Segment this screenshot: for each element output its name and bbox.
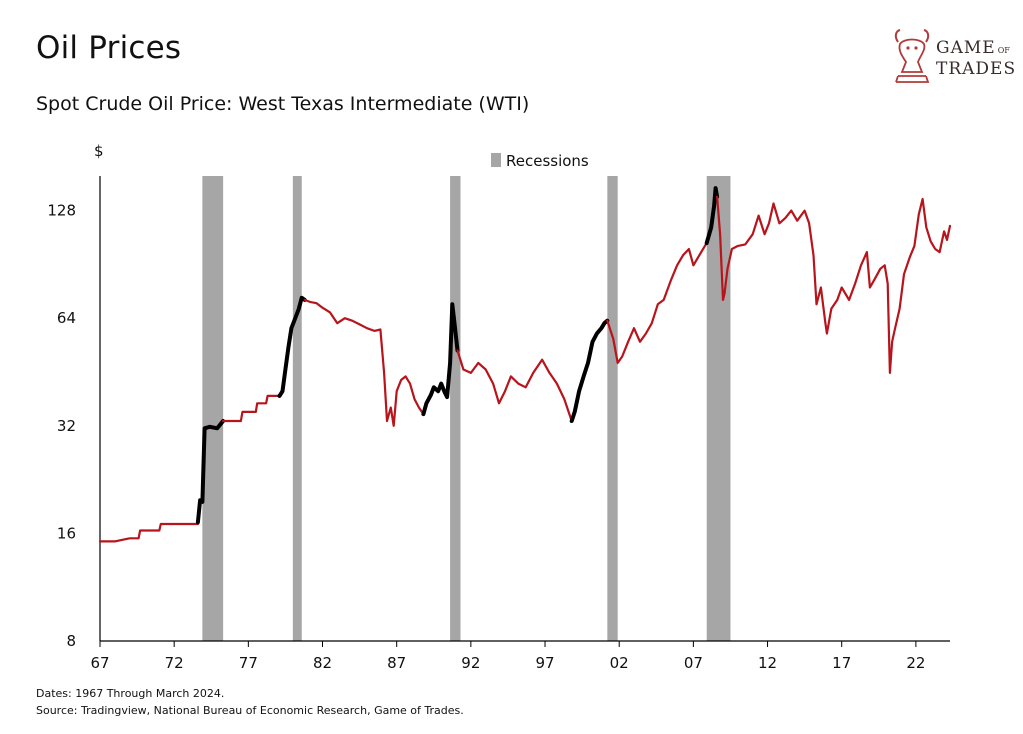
axes: 8 16 32 64 128 67 72 77 82 87 92 97 02 07 12 17 22 <box>47 176 950 672</box>
recession-band-2 <box>450 176 461 641</box>
recession-bands <box>202 176 731 641</box>
price-line-4 <box>303 298 425 427</box>
legend-recession-label: Recessions <box>506 152 589 170</box>
chart-title: Oil Prices <box>36 30 182 66</box>
y-tick-label-8: 8 <box>66 632 76 650</box>
x-tick-label-8: 07 <box>684 654 703 672</box>
x-tick-label-10: 17 <box>832 654 851 672</box>
x-tick-label-7: 02 <box>610 654 629 672</box>
y-tick-label-16: 16 <box>57 524 76 542</box>
recession-band-4 <box>706 176 731 641</box>
x-tick-label-3: 82 <box>313 654 332 672</box>
source-footnote: Source: Tradingview, National Bureau of … <box>36 704 464 717</box>
price-line-2 <box>222 394 281 423</box>
price-line-6 <box>456 349 573 423</box>
logo-trades-text: TRADES <box>936 59 1017 79</box>
logo-game-text: GAME <box>936 38 996 58</box>
price-line-highlight-3 <box>277 295 307 398</box>
x-tick-label-0: 67 <box>90 654 109 672</box>
bull-knight-icon <box>894 29 930 83</box>
y-axis-label: $ <box>94 142 104 160</box>
recession-band-1 <box>292 176 302 641</box>
recession-band-3 <box>607 176 618 641</box>
price-line-highlight-5 <box>421 302 460 417</box>
x-tick-label-2: 77 <box>239 654 258 672</box>
price-line-highlight-9 <box>704 186 720 245</box>
price-line-0 <box>98 522 199 543</box>
logo-of-text: OF <box>997 46 1010 55</box>
recession-band-0 <box>202 176 224 641</box>
x-tick-label-9: 12 <box>758 654 777 672</box>
dates-footnote: Dates: 1967 Through March 2024. <box>36 687 225 700</box>
y-tick-label-128: 128 <box>47 202 76 220</box>
y-tick-label-32: 32 <box>57 417 76 435</box>
x-tick-label-4: 87 <box>387 654 406 672</box>
price-line-highlight-7 <box>569 318 610 423</box>
price-line-highlight-1 <box>195 419 226 525</box>
x-tick-label-1: 72 <box>165 654 184 672</box>
game-of-trades-logo: GAME OF TRADES <box>890 28 1020 92</box>
legend: Recessions <box>491 152 589 170</box>
x-tick-label-11: 22 <box>906 654 925 672</box>
price-series <box>98 186 952 543</box>
x-tick-label-5: 92 <box>461 654 480 672</box>
y-tick-label-64: 64 <box>57 309 76 327</box>
chart-subtitle: Spot Crude Oil Price: West Texas Interme… <box>36 93 530 115</box>
x-tick-label-6: 97 <box>535 654 554 672</box>
price-line-8 <box>606 241 708 364</box>
legend-recession-swatch <box>491 153 501 167</box>
price-line-10 <box>716 195 952 374</box>
